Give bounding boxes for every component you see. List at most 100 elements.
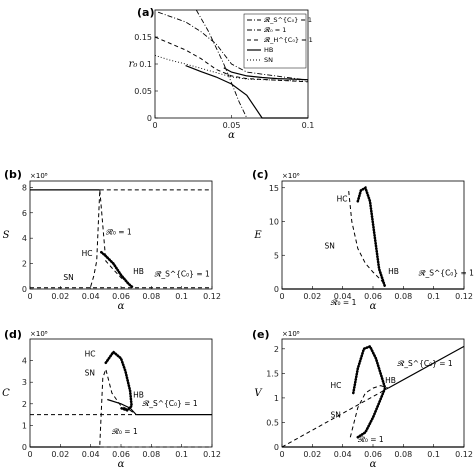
series-line-d [99, 367, 137, 445]
series-line-d [104, 350, 133, 412]
annotation-b: HB [133, 267, 144, 276]
annotation-c: SN [324, 242, 334, 251]
annotation-c: 𝓡_S^{C₀} = 1 [419, 268, 474, 278]
annotation-b: 𝓡_S^{C₀} = 1 [154, 268, 210, 278]
series-line-b [90, 189, 131, 287]
y-tick-label-e: 1 [274, 394, 279, 403]
y-axis-label-a: r₀ [129, 59, 138, 70]
series-line-c [356, 185, 387, 289]
x-tick-label-d: 0 [27, 450, 32, 459]
x-tick-label-c: 0.06 [364, 292, 382, 301]
x-tick-label-b: 0.1 [175, 292, 188, 301]
x-tick-label-c: 0.02 [303, 292, 321, 301]
panel-d: (d) 0 0.02 0.04 0.06 0.08 0.1 0.12 0 1 2 3 4 α C ×10⁸ HC… [2, 328, 221, 470]
annotation-e: 𝓡₀ = 1 [358, 434, 384, 444]
y-tick-label-b: 2 [22, 260, 27, 269]
x-tick-label-d: 0.02 [51, 450, 69, 459]
x-tick-label-d: 0.1 [175, 450, 188, 459]
legend-box [243, 13, 307, 69]
axis-multiplier-e: ×10⁸ [282, 330, 300, 338]
panel-label-b: (b) [4, 168, 22, 181]
x-tick-label-c: 0.1 [427, 292, 440, 301]
series-line-a [154, 54, 309, 82]
annotation-e: SN [331, 411, 341, 420]
x-axis-label-a: α [228, 130, 235, 141]
panel-b: (b) 0 0.02 0.04 0.06 0.08 0.1 0.12 0 2 4 6 8 α S ×10⁸ HC… [3, 168, 221, 312]
y-tick-label-c: 0 [274, 285, 279, 294]
annotation-d: 𝓡₀ = 1 [112, 426, 138, 436]
panel-e: (e) 0 0.02 0.04 0.06 0.08 0.1 0.12 0 0.5 1 1.5 2 α V ×1… [252, 328, 473, 470]
panel-label-a: (a) [137, 6, 154, 19]
panel-label-e: (e) [252, 328, 270, 341]
x-tick-label-d: 0.06 [112, 450, 130, 459]
legend-entry: 𝓡_S^{C₀} = 1 [264, 16, 312, 24]
x-tick-label-a: 0.1 [302, 121, 315, 130]
series-line-a [195, 9, 248, 119]
annotation-b: HC [82, 249, 93, 258]
y-axis-label-b: S [3, 230, 10, 241]
x-tick-label-c: 0.12 [455, 292, 473, 301]
y-tick-label-a: 0.05 [134, 87, 152, 96]
y-tick-label-e: 2 [274, 345, 279, 354]
y-tick-label-b: 8 [22, 183, 27, 192]
y-tick-label-c: 10 [269, 218, 279, 227]
axis-multiplier-d: ×10⁸ [30, 330, 48, 338]
panel-a: (a) 0 0.05 0.1 0 0.05 0.1 0.15 α r₀ 𝓡_S^{C₀} = 1 𝓡₀… [129, 6, 315, 141]
annotation-e: HC [331, 381, 342, 390]
series-line-c [348, 191, 386, 286]
x-axis-label-b: α [118, 301, 125, 312]
annotation-b: SN [63, 273, 73, 282]
x-tick-label-e: 0.1 [427, 450, 440, 459]
annotation-c: HB [388, 267, 399, 276]
y-tick-label-e: 0.5 [266, 418, 279, 427]
x-axis-label-c: α [370, 301, 377, 312]
x-tick-label-a: 0 [152, 121, 157, 130]
x-tick-label-d: 0.08 [142, 450, 160, 459]
x-tick-label-e: 0 [279, 450, 284, 459]
legend-entry: SN [264, 56, 273, 64]
series-line-a [185, 65, 308, 119]
annotation-e: HB [385, 376, 396, 385]
y-tick-label-d: 4 [22, 357, 27, 366]
x-axis-label-e: α [370, 459, 377, 470]
axes-frame-e [281, 338, 465, 448]
series-line-e [281, 387, 389, 448]
annotation-c: HC [337, 194, 348, 203]
legend-entry: 𝓡₀ = 1 [264, 26, 286, 34]
y-tick-label-a: 0.15 [134, 33, 152, 42]
y-tick-label-b: 6 [22, 209, 27, 218]
x-tick-label-e: 0.04 [334, 450, 352, 459]
x-tick-label-b: 0.08 [142, 292, 160, 301]
series-line-e [351, 344, 387, 439]
x-tick-label-c: 0 [279, 292, 284, 301]
panel-c: (c) 0 0.02 0.04 0.06 0.08 0.1 0.12 0 5 10 15 α E ×10⁶ H… [252, 168, 474, 312]
y-tick-label-a: 0 [147, 114, 152, 123]
x-tick-label-a: 0.05 [223, 121, 241, 130]
annotation-d: 𝓡_S^{C₀} = 1 [142, 398, 198, 408]
series-line-b [100, 250, 135, 290]
panel-label-c: (c) [252, 168, 269, 181]
annotation-d: SN [85, 369, 95, 378]
x-tick-label-e: 0.02 [303, 450, 321, 459]
annotation-d: HB [133, 390, 144, 399]
y-tick-label-e: 0 [274, 443, 279, 452]
x-tick-label-c: 0.04 [334, 292, 352, 301]
x-tick-label-c: 0.08 [394, 292, 412, 301]
axis-multiplier-c: ×10⁶ [282, 172, 300, 180]
legend-entry: HB [264, 46, 273, 54]
y-tick-label-b: 4 [22, 234, 27, 243]
series-line-d [107, 398, 137, 416]
x-tick-label-d: 0.12 [203, 450, 221, 459]
y-axis-label-d: C [2, 388, 10, 399]
x-tick-label-e: 0.06 [364, 450, 382, 459]
y-axis-label-e: V [254, 388, 263, 399]
y-tick-label-d: 1 [22, 421, 27, 430]
annotation-d: HC [85, 349, 96, 358]
series-line-a [223, 67, 309, 81]
series-line-a [154, 36, 309, 83]
y-tick-label-d: 3 [22, 378, 27, 387]
y-tick-label-a: 0.1 [139, 60, 152, 69]
y-tick-label-d: 0 [22, 443, 27, 452]
legend-entry: 𝓡_H^{C₀} = 1 [264, 36, 313, 44]
